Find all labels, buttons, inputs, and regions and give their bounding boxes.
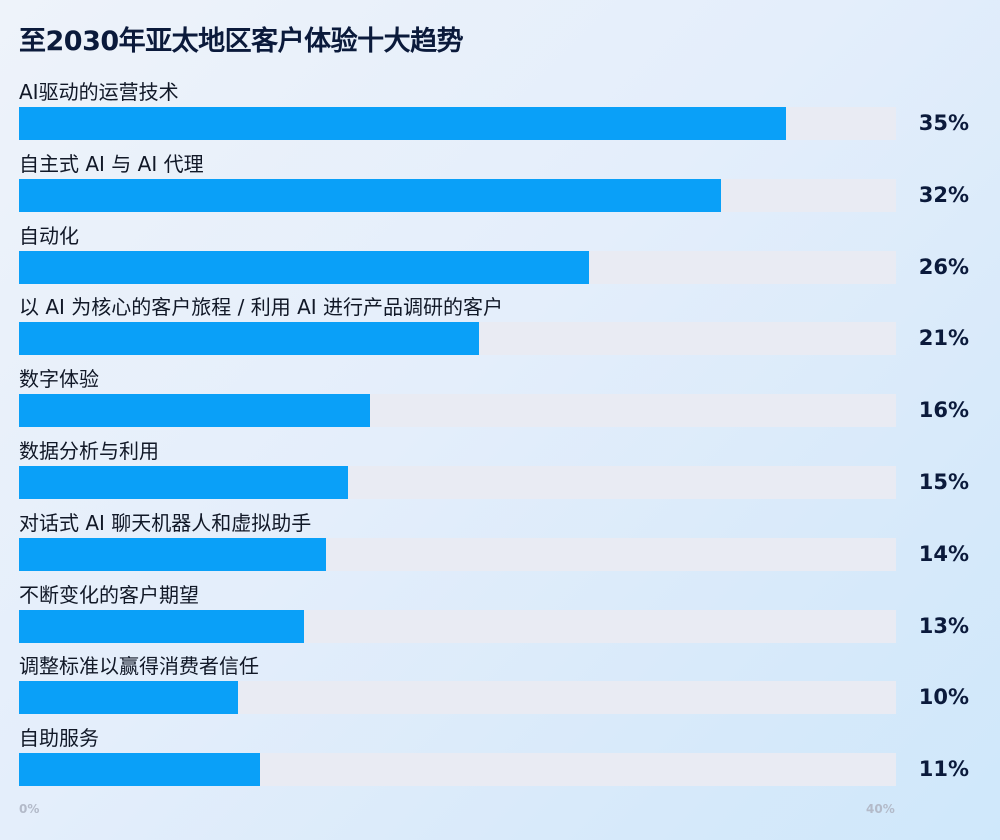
value-label: 13% (918, 614, 969, 638)
x-axis-tick-min: 0% (19, 802, 40, 816)
bar-track (19, 610, 896, 643)
bar (19, 394, 370, 427)
category-label: 数字体验 (19, 367, 99, 391)
category-label: 自动化 (19, 224, 79, 248)
bar-track (19, 538, 896, 571)
bar-track (19, 251, 896, 284)
category-label: 数据分析与利用 (19, 439, 159, 463)
bar-track (19, 394, 896, 427)
bar-track (19, 681, 896, 714)
value-label: 32% (918, 183, 969, 207)
bar-track (19, 753, 896, 786)
value-label: 11% (918, 757, 969, 781)
bar (19, 538, 326, 571)
bar (19, 466, 348, 499)
value-label: 14% (918, 542, 969, 566)
category-label: 对话式 AI 聊天机器人和虚拟助手 (19, 511, 312, 535)
bar (19, 753, 261, 786)
value-label: 16% (918, 398, 969, 422)
bar (19, 610, 305, 643)
x-axis-tick-max: 40% (866, 802, 895, 816)
chart-title: 至2030年亚太地区客户体验十大趋势 (19, 26, 464, 57)
bar (19, 322, 480, 355)
bar-track (19, 322, 896, 355)
category-label: 自助服务 (19, 726, 99, 750)
category-label: 调整标准以赢得消费者信任 (19, 654, 259, 678)
bar-track (19, 179, 896, 212)
value-label: 10% (918, 685, 969, 709)
category-label: 不断变化的客户期望 (19, 583, 199, 607)
category-label: 以 AI 为核心的客户旅程 / 利用 AI 进行产品调研的客户 (19, 295, 504, 319)
bar (19, 179, 721, 212)
bar (19, 251, 590, 284)
category-label: 自主式 AI 与 AI 代理 (19, 152, 204, 176)
bar (19, 681, 239, 714)
value-label: 15% (918, 470, 969, 494)
value-label: 26% (918, 255, 969, 279)
bar (19, 107, 787, 140)
bar-track (19, 107, 896, 140)
value-label: 35% (918, 111, 969, 135)
bar-track (19, 466, 896, 499)
category-label: AI驱动的运营技术 (19, 80, 179, 104)
value-label: 21% (918, 326, 969, 350)
